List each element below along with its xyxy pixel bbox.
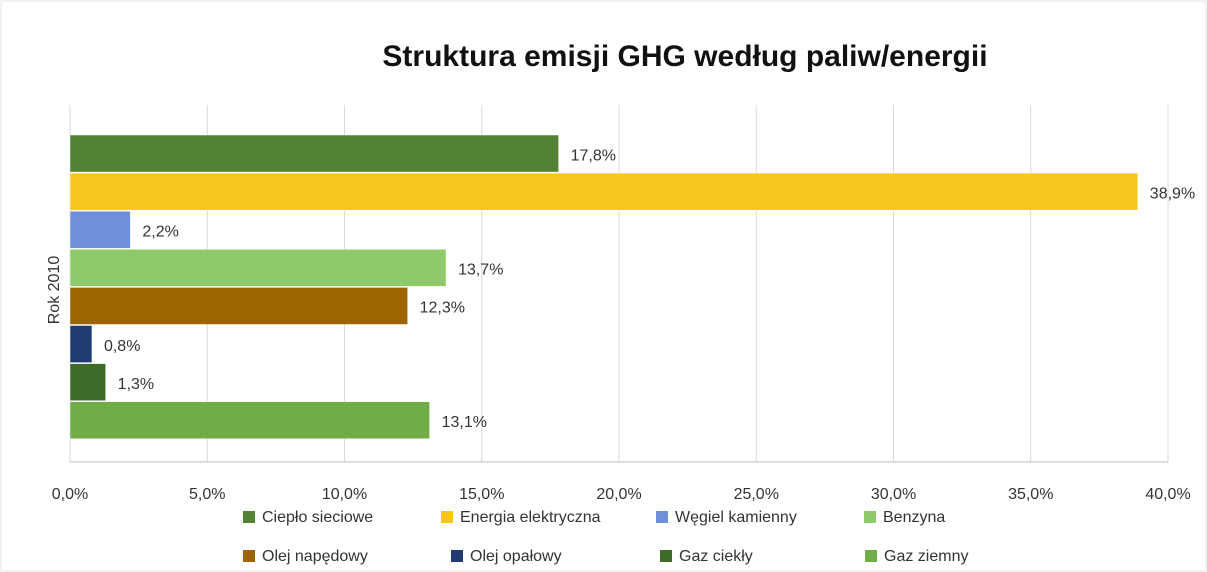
legend-swatch (660, 550, 672, 562)
legend-label: Olej opałowy (470, 548, 562, 565)
data-label: 12,3% (420, 300, 465, 317)
bar (69, 134, 559, 173)
legend-label: Benzyna (883, 509, 945, 526)
legend-label: Olej napędowy (262, 548, 368, 565)
legend-label: Gaz ziemny (884, 548, 968, 565)
bar (69, 363, 106, 401)
legend-swatch (441, 511, 453, 523)
legend-swatch (243, 550, 255, 562)
x-tick-label: 20,0% (596, 486, 641, 503)
bar (69, 401, 430, 440)
x-tick-label: 40,0% (1145, 486, 1190, 503)
legend-swatch (451, 550, 463, 562)
legend-swatch (865, 550, 877, 562)
x-tick-label: 25,0% (734, 486, 779, 503)
x-tick-label: 15,0% (459, 486, 504, 503)
legend-swatch (656, 511, 668, 523)
bar (69, 172, 1139, 211)
data-label: 1,3% (118, 376, 154, 393)
chart-title: Struktura emisji GHG według paliw/energi… (382, 40, 987, 73)
x-tick-label: 35,0% (1008, 486, 1053, 503)
bar (69, 210, 131, 249)
data-label: 0,8% (104, 338, 140, 355)
data-label: 38,9% (1150, 185, 1195, 202)
x-tick-label: 10,0% (322, 486, 367, 503)
y-tick-label: Rok 2010 (46, 256, 63, 325)
legend-swatch (243, 511, 255, 523)
legend-label: Ciepło sieciowe (262, 509, 373, 526)
x-tick-label: 0,0% (52, 486, 88, 503)
legend-swatch (864, 511, 876, 523)
legend-label: Energia elektryczna (460, 509, 601, 526)
data-label: 17,8% (571, 147, 616, 164)
data-label: 2,2% (142, 223, 178, 240)
legend-label: Gaz ciekły (679, 548, 753, 565)
bar (69, 287, 408, 325)
bar (69, 249, 447, 287)
data-label: 13,7% (458, 262, 503, 279)
bar (69, 325, 93, 363)
legend-label: Węgiel kamienny (675, 509, 797, 526)
data-label: 13,1% (442, 414, 487, 431)
x-tick-label: 30,0% (871, 486, 916, 503)
x-tick-label: 5,0% (189, 486, 225, 503)
